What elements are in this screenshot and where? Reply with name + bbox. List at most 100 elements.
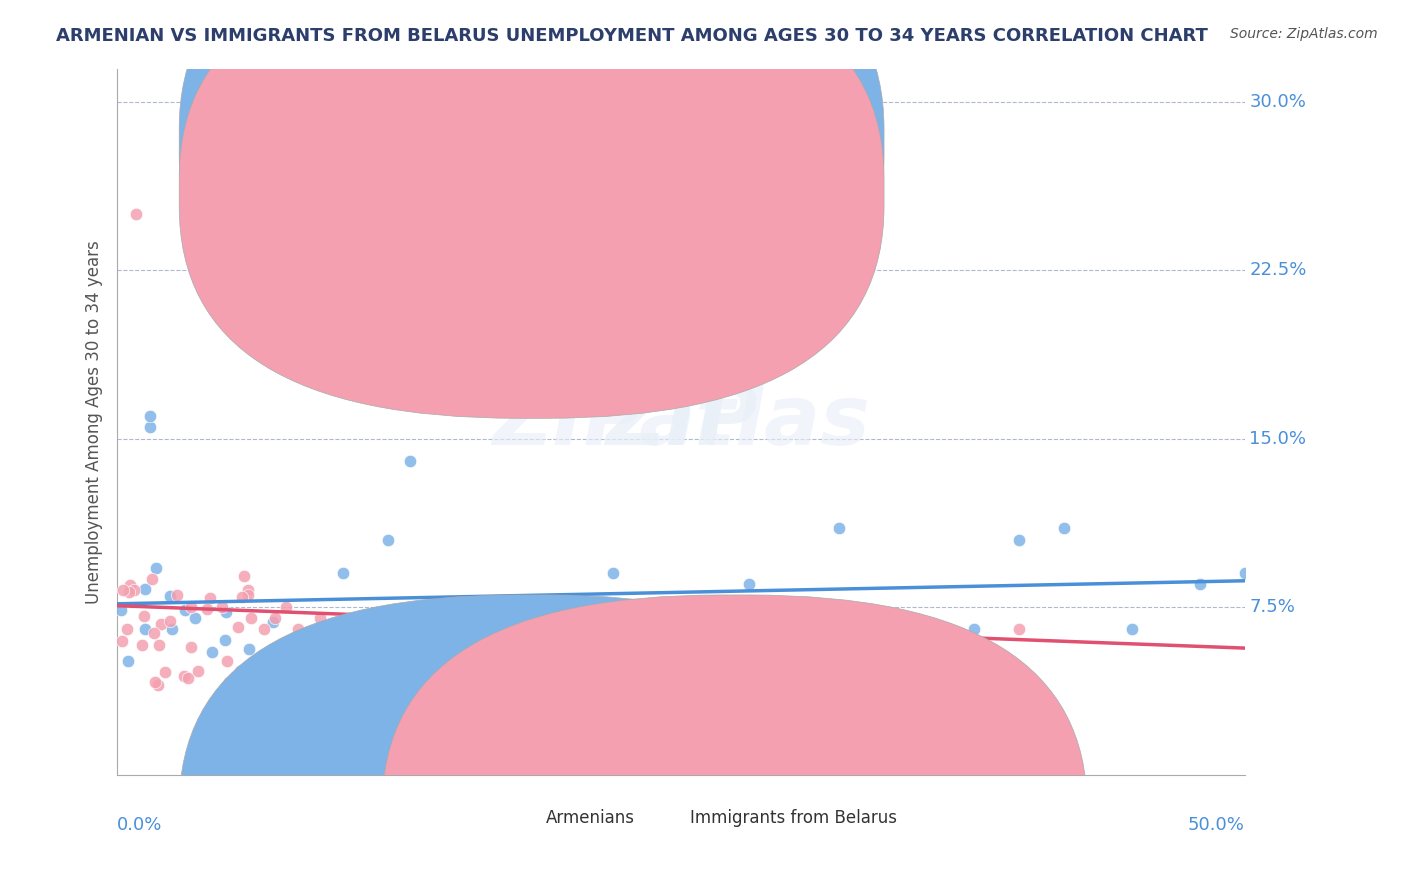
- Point: [110, 603, 132, 617]
- Text: 7.5%: 7.5%: [1250, 598, 1295, 615]
- Point: [166, 589, 188, 603]
- Point: [896, 656, 918, 670]
- Point: [229, 664, 252, 678]
- Point: [287, 623, 309, 637]
- Text: Armenians: Armenians: [547, 808, 636, 827]
- Point: [602, 611, 624, 625]
- Point: [118, 584, 141, 599]
- Point: [489, 611, 512, 625]
- Point: [215, 654, 238, 668]
- Point: [134, 582, 156, 596]
- FancyBboxPatch shape: [179, 0, 884, 418]
- Point: [184, 611, 207, 625]
- Point: [214, 633, 236, 648]
- Point: [142, 625, 165, 640]
- Point: [963, 623, 986, 637]
- Point: [148, 638, 170, 652]
- Point: [198, 591, 221, 606]
- FancyBboxPatch shape: [501, 103, 839, 217]
- Point: [1121, 623, 1143, 637]
- Point: [669, 623, 692, 637]
- Point: [253, 623, 276, 637]
- Text: 0.0%: 0.0%: [117, 815, 163, 833]
- Point: [141, 572, 163, 586]
- Point: [263, 615, 285, 629]
- Point: [1188, 577, 1211, 591]
- Point: [238, 642, 260, 657]
- Point: [180, 599, 202, 614]
- Point: [117, 623, 139, 637]
- FancyBboxPatch shape: [382, 595, 1087, 892]
- FancyBboxPatch shape: [179, 0, 884, 368]
- Point: [134, 622, 156, 636]
- Point: [444, 623, 467, 637]
- Point: [1008, 623, 1031, 637]
- Point: [512, 599, 534, 614]
- Point: [236, 583, 259, 598]
- Text: Source: ZipAtlas.com: Source: ZipAtlas.com: [1230, 27, 1378, 41]
- Point: [122, 583, 145, 598]
- Point: [377, 623, 399, 637]
- Point: [264, 611, 287, 625]
- Point: [309, 623, 332, 637]
- Point: [399, 454, 422, 468]
- Point: [112, 583, 135, 598]
- Text: 30.0%: 30.0%: [1250, 93, 1306, 112]
- Point: [201, 645, 224, 659]
- Point: [233, 673, 256, 687]
- Point: [214, 605, 236, 619]
- Text: R =  0.188   N = 52: R = 0.188 N = 52: [557, 179, 733, 198]
- Y-axis label: Unemployment Among Ages 30 to 34 years: Unemployment Among Ages 30 to 34 years: [86, 240, 103, 604]
- Point: [120, 578, 142, 592]
- Point: [309, 611, 332, 625]
- Point: [444, 623, 467, 637]
- Point: [332, 623, 354, 637]
- Point: [145, 561, 167, 575]
- Point: [218, 675, 240, 690]
- Point: [602, 566, 624, 581]
- Point: [276, 599, 298, 614]
- Point: [173, 669, 195, 683]
- Point: [180, 640, 202, 654]
- Point: [1008, 533, 1031, 547]
- Point: [233, 569, 256, 583]
- Text: ARMENIAN VS IMMIGRANTS FROM BELARUS UNEMPLOYMENT AMONG AGES 30 TO 34 YEARS CORRE: ARMENIAN VS IMMIGRANTS FROM BELARUS UNEM…: [56, 27, 1208, 45]
- Text: R =  0.094   N = 36: R = 0.094 N = 36: [557, 130, 733, 148]
- Point: [195, 601, 218, 615]
- Point: [226, 620, 249, 634]
- Point: [111, 634, 134, 648]
- Point: [534, 623, 557, 637]
- Point: [215, 275, 238, 289]
- Text: ZIPatlas: ZIPatlas: [492, 382, 870, 462]
- Point: [125, 207, 148, 221]
- Point: [828, 521, 851, 535]
- Point: [117, 654, 139, 668]
- Point: [159, 589, 181, 603]
- Point: [160, 623, 183, 637]
- FancyBboxPatch shape: [179, 595, 884, 892]
- Point: [738, 577, 761, 591]
- Point: [150, 617, 173, 632]
- Point: [332, 566, 354, 581]
- Point: [399, 611, 422, 625]
- Point: [1233, 566, 1256, 581]
- Point: [159, 614, 181, 628]
- Point: [377, 533, 399, 547]
- Point: [354, 611, 377, 625]
- Point: [277, 661, 299, 675]
- Text: 22.5%: 22.5%: [1250, 261, 1306, 279]
- Point: [176, 671, 198, 685]
- Point: [1053, 521, 1076, 535]
- Point: [148, 678, 170, 692]
- Point: [211, 599, 233, 614]
- Point: [155, 665, 177, 679]
- Point: [143, 674, 166, 689]
- Point: [187, 664, 209, 678]
- Point: [783, 611, 806, 625]
- Text: Immigrants from Belarus: Immigrants from Belarus: [690, 808, 897, 827]
- Text: ZIP: ZIP: [605, 382, 758, 462]
- Point: [238, 588, 260, 602]
- Point: [239, 611, 262, 625]
- Point: [132, 609, 155, 624]
- Point: [139, 409, 162, 424]
